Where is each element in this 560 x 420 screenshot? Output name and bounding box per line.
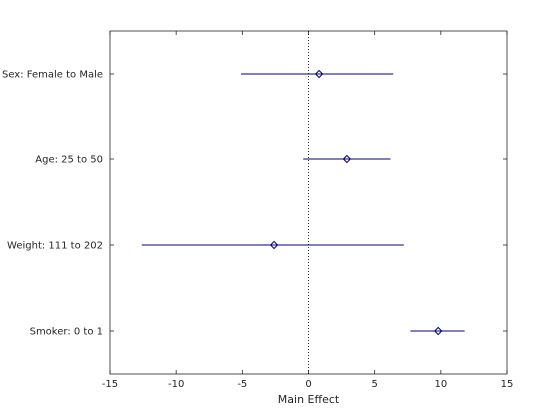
effect-marker: [314, 69, 324, 79]
x-tick-label: -15: [102, 379, 118, 390]
effect-marker: [269, 240, 279, 250]
x-tick-label: 5: [371, 379, 377, 390]
row-labels: Sex: Female to Male Age: 25 to 50 Weight: …: [2, 70, 103, 338]
x-tick-label: 10: [434, 379, 447, 390]
x-tick-label: 0: [305, 379, 311, 390]
effects-layer: [141, 69, 465, 336]
row-label: Age: 25 to 50: [35, 155, 103, 166]
x-tick-label: -10: [168, 379, 184, 390]
x-tick-label: -5: [237, 379, 247, 390]
effect-marker: [342, 154, 352, 164]
row-label: Weight: 111 to 202: [7, 241, 103, 252]
x-tick-label: 15: [501, 379, 514, 390]
x-axis-label: Main Effect: [278, 393, 340, 406]
effect-marker: [433, 326, 443, 336]
row-label: Sex: Female to Male: [2, 70, 103, 81]
row-label: Smoker: 0 to 1: [30, 327, 103, 338]
